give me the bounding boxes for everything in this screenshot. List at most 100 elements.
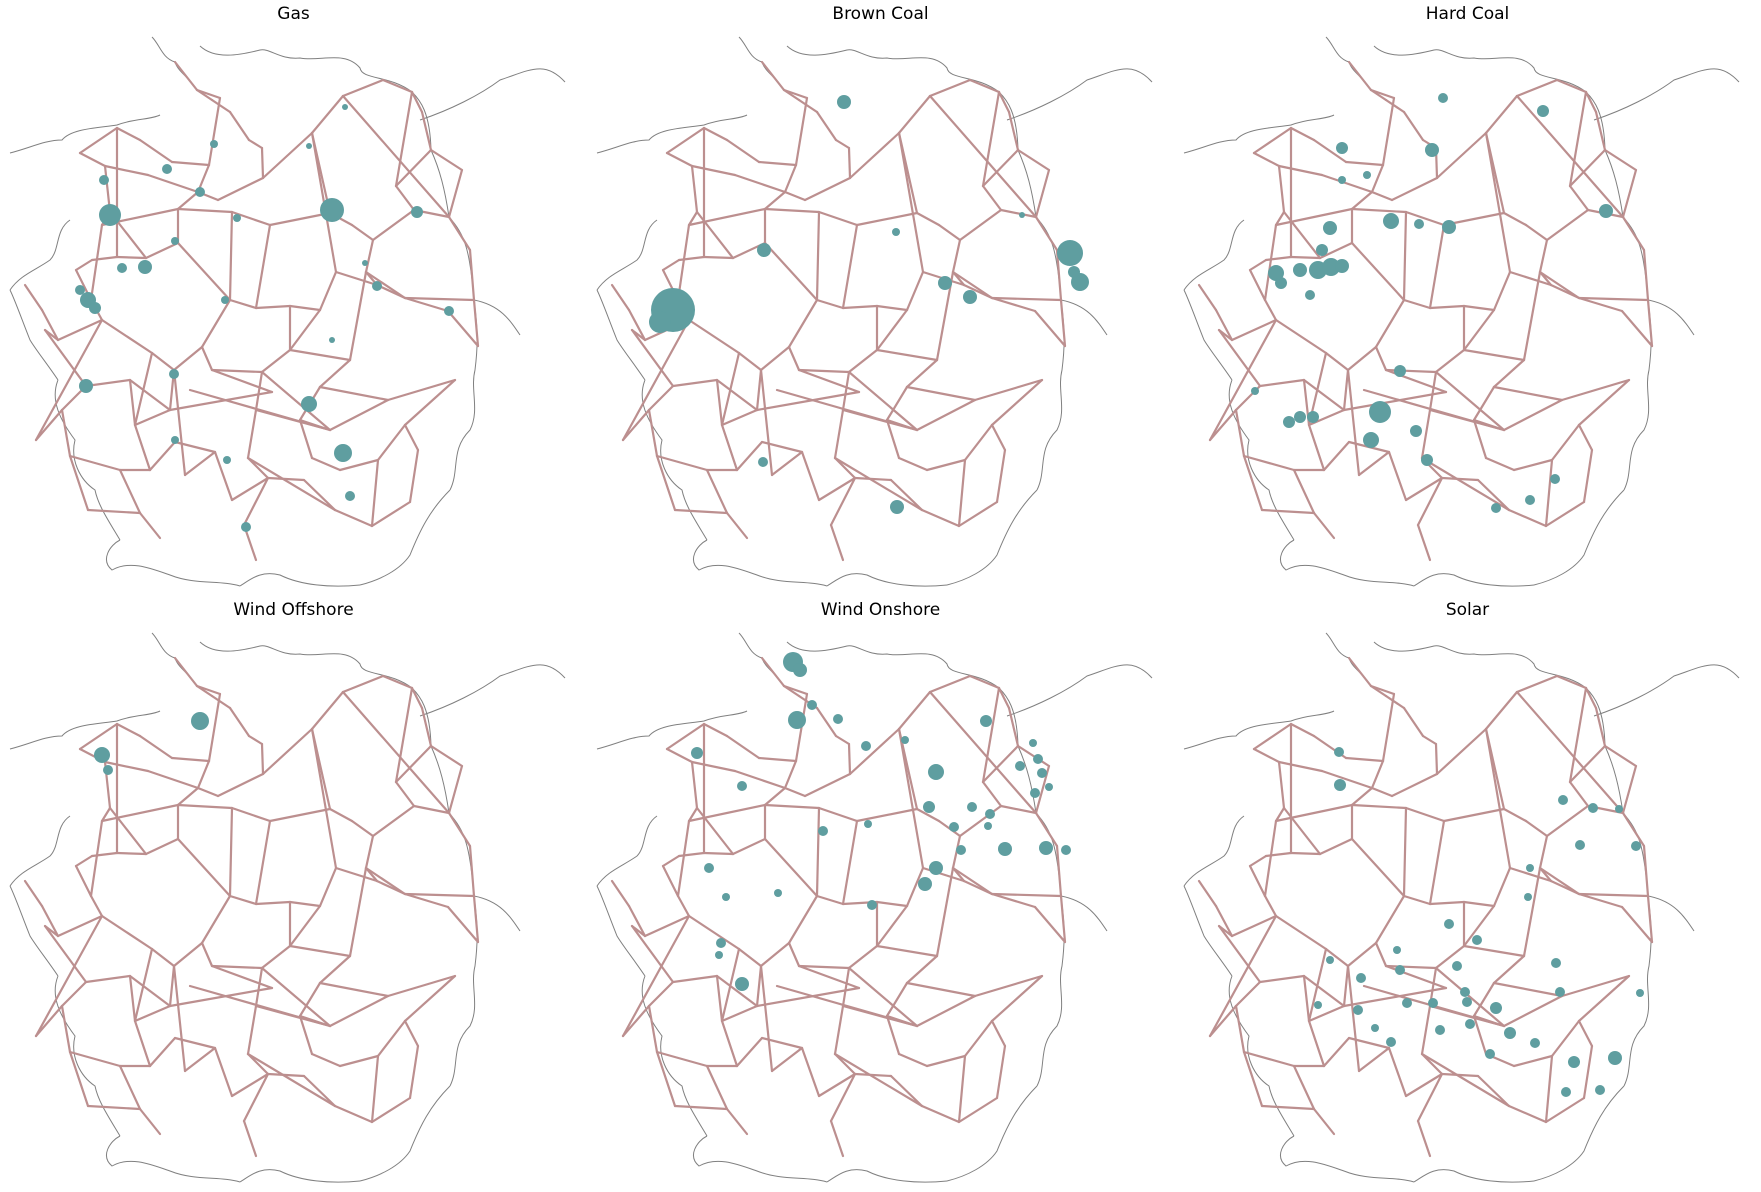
transmission-line [328, 398, 390, 432]
transmission-line [1346, 964, 1361, 1073]
transmission-line [834, 734, 851, 746]
transmission-line [687, 318, 741, 355]
transmission-line [1384, 964, 1438, 970]
plant-marker [807, 700, 817, 710]
transmission-line [1208, 1004, 1238, 1038]
transmission-line [213, 1046, 234, 1098]
transmission-line [1402, 298, 1432, 310]
plant-marker [1575, 840, 1585, 850]
transmission-line [963, 1019, 994, 1058]
transmission-line [350, 819, 375, 838]
transmission-line [1374, 941, 1388, 968]
transmission-line [1515, 94, 1625, 219]
coastline-layer [9, 36, 566, 587]
transmission-line [328, 994, 390, 1028]
transmission-line [1428, 370, 1438, 412]
transmission-line [1387, 450, 1408, 502]
transmission-line [228, 210, 234, 302]
transmission-line [1420, 1004, 1432, 1056]
transmission-line [1016, 744, 1051, 768]
transmission-line [643, 914, 691, 938]
transmission-line [176, 803, 234, 810]
transmission-line [1584, 90, 1598, 114]
transmission-line [288, 308, 322, 352]
transmission-line [100, 914, 154, 951]
transmission-line [1289, 722, 1316, 738]
plant-marker [984, 822, 992, 830]
plant-marker [99, 175, 109, 185]
coastline [239, 1169, 361, 1183]
transmission-line [60, 1004, 72, 1054]
transmission-line [817, 806, 859, 823]
transmission-line [103, 164, 150, 177]
transmission-line [86, 1104, 142, 1111]
transmission-line [176, 190, 200, 211]
transmission-line [318, 358, 352, 389]
transmission-line [370, 1096, 412, 1124]
transmission-line [720, 423, 739, 472]
network-lines-layer [610, 656, 1067, 1158]
map-panel-gas: Gas [0, 0, 587, 596]
transmission-line [338, 1054, 380, 1068]
coastline [596, 710, 748, 750]
plant-marker [998, 842, 1012, 856]
transmission-line [1369, 684, 1388, 698]
coastline [1533, 489, 1625, 586]
transmission-line [310, 1052, 342, 1068]
transmission-line [676, 223, 691, 302]
transmission-line [725, 138, 761, 164]
transmission-line [1560, 378, 1631, 402]
transmission-line [1292, 468, 1316, 515]
coastline [641, 379, 708, 541]
plant-marker [362, 260, 368, 266]
transmission-line [1324, 947, 1350, 968]
plant-marker [793, 663, 807, 677]
transmission-line [968, 674, 1001, 690]
transmission-line [897, 690, 932, 731]
coastline [473, 299, 521, 336]
transmission-line [1258, 974, 1306, 984]
coastline [1280, 539, 1415, 587]
transmission-line [1217, 328, 1262, 388]
transmission-line [146, 173, 200, 194]
transmission-line [925, 1054, 967, 1068]
plant-marker [195, 187, 205, 197]
transmission-line [89, 894, 104, 918]
coastline [199, 641, 413, 689]
transmission-line [1374, 345, 1388, 372]
transmission-line [997, 686, 1011, 710]
transmission-line [1404, 210, 1446, 227]
coastline [1060, 895, 1108, 932]
plant-marker [1029, 739, 1037, 747]
transmission-line [1033, 905, 1067, 944]
map-panel-brown-coal: Brown Coal [587, 0, 1174, 596]
transmission-line [621, 318, 691, 442]
transmission-line [1584, 686, 1598, 710]
transmission-line [447, 215, 472, 252]
transmission-line [677, 255, 706, 262]
transmission-line [302, 1074, 337, 1108]
plant-marker [99, 204, 121, 226]
coastline [106, 539, 241, 587]
transmission-line [183, 450, 217, 477]
transmission-line [951, 238, 962, 274]
transmission-line [990, 423, 1007, 452]
transmission-line [138, 734, 174, 760]
transmission-line [803, 176, 852, 202]
transmission-line [1252, 126, 1293, 155]
transmission-line [173, 60, 199, 92]
coastline [1228, 975, 1295, 1137]
transmission-line [1274, 914, 1328, 951]
transmission-line [288, 304, 322, 312]
map-panel-wind-onshore: Wind Onshore [587, 596, 1174, 1192]
transmission-line [333, 508, 374, 528]
transmission-line [1034, 168, 1051, 219]
transmission-line [855, 807, 919, 823]
transmission-line [242, 476, 270, 527]
plant-marker [171, 237, 179, 245]
transmission-line [118, 468, 142, 515]
plant-marker [1030, 788, 1040, 798]
transmission-line [1350, 241, 1406, 302]
transmission-line [246, 1004, 258, 1056]
transmission-line [627, 308, 647, 342]
